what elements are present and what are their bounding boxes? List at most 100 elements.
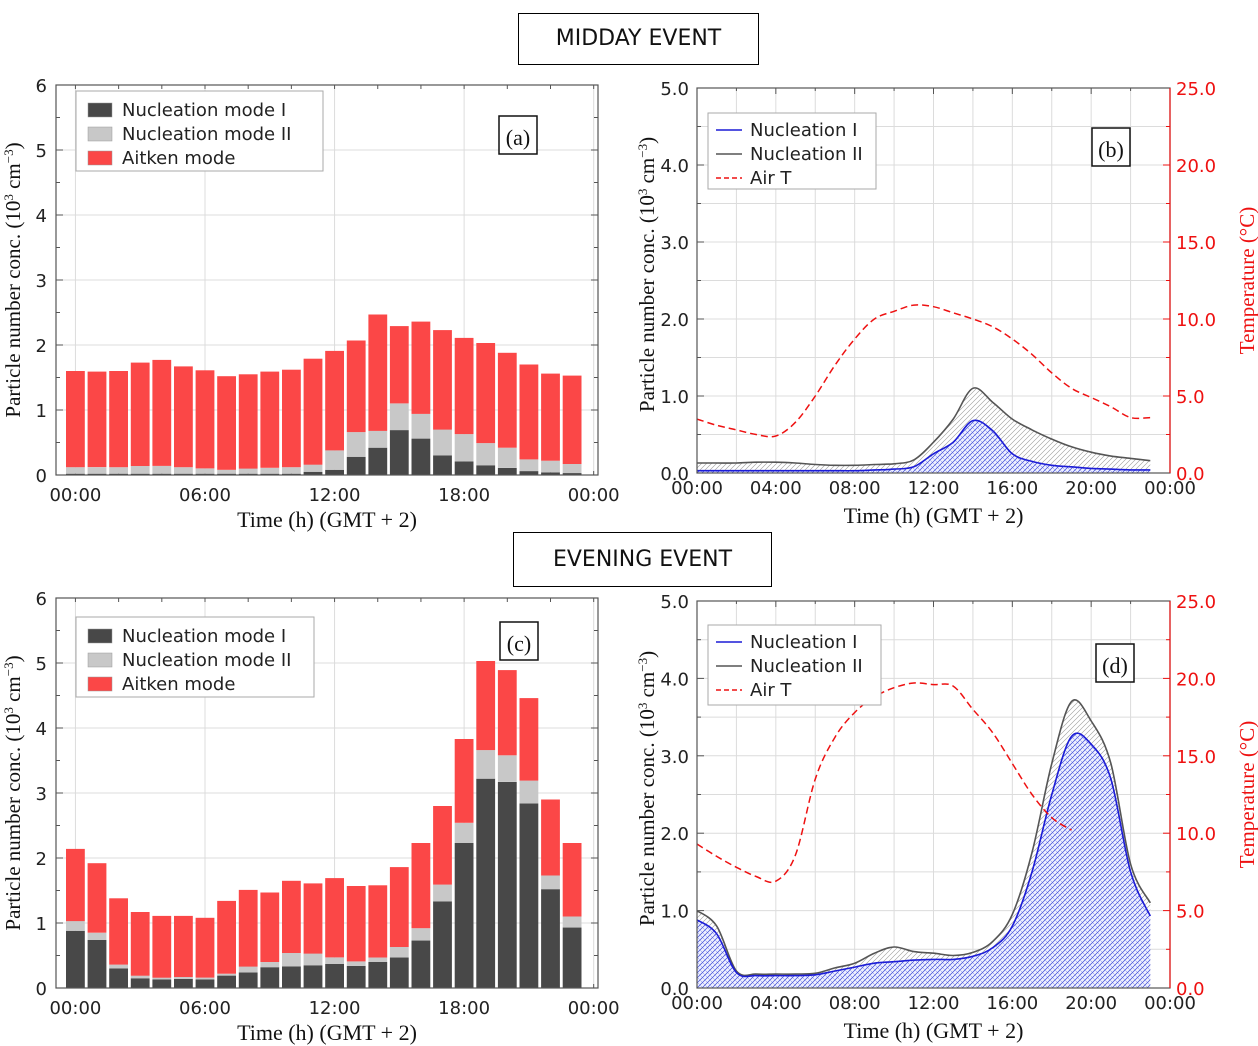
bar-nuc1 [497,782,517,988]
y-right-tick-label: 15.0 [1176,747,1216,768]
y-tick-label: 5.0 [660,79,689,100]
bar-nuc2 [562,916,582,928]
legend-swatch [87,150,113,166]
bar-nuc1 [282,966,301,988]
bar-nuc2 [66,467,85,474]
bar-nuc2 [282,952,301,967]
bar-nuc1 [389,430,409,475]
bar-nuc1 [87,473,107,475]
bar-aitken [66,848,85,922]
bar-aitken [368,885,388,958]
y-tick-label: 3 [36,784,47,805]
legend-swatch [87,652,113,668]
bar-nuc2 [519,780,539,804]
chart-panel-b: 0.0 1.0 2.0 3.0 4.0 5.0 0.0 5.0 10.0 15.0 20.0 25.0… [635,79,1258,528]
bar-aitken [541,373,560,461]
x-tick-label: 06:00 [179,485,231,506]
bar-aitken [541,799,560,876]
y-tick-label: 6 [36,589,47,610]
bar-aitken [152,359,172,466]
legend-label: Aitken mode [122,148,235,169]
x-axis-label: Time (h) (GMT + 2) [844,503,1024,528]
y-tick-label: 0 [36,466,47,487]
bar-nuc1 [541,889,560,988]
bar-aitken [476,343,496,444]
bar-nuc2 [303,953,323,966]
bar-aitken [282,880,301,953]
x-tick-label: 16:00 [986,993,1038,1014]
bar-nuc1 [411,438,431,475]
bar-nuc1 [519,803,539,988]
x-tick-label: 00:00 [1144,993,1196,1014]
bar-nuc2 [562,463,582,473]
legend-label: Aitken mode [122,674,235,695]
bar-nuc2 [217,973,236,976]
legend-box [707,624,882,706]
bar-aitken [195,917,215,978]
bar-nuc1 [562,473,582,475]
panel-label-box [1095,643,1135,683]
bar-nuc2 [109,964,128,969]
y-tick-label: 0 [36,979,47,1000]
y-tick-label: 2 [36,336,47,357]
x-tick-label: 00:00 [1144,478,1196,499]
legend-swatch [87,102,113,118]
x-tick-label: 00:00 [671,478,723,499]
y-tick-label: 3.0 [660,233,689,254]
y-tick-label: 1.0 [660,902,689,923]
y-right-tick-label: 25.0 [1176,592,1216,613]
bar-nuc2 [346,432,366,457]
x-axis-label: Time (h) (GMT + 2) [237,507,417,532]
bar-aitken [562,375,582,464]
legend-label: Nucleation II [750,656,863,677]
x-tick-label: 00:00 [671,993,723,1014]
bar-aitken [260,892,280,962]
y-right-tick-label: 5.0 [1176,902,1205,923]
air-temperature-line [696,304,1151,438]
bar-nuc1 [368,447,388,475]
bar-nuc2 [87,467,107,474]
y-right-tick-label: 0.0 [1176,979,1205,1000]
bar-aitken [433,806,452,885]
x-tick-label: 12:00 [309,998,361,1019]
bar-nuc1 [130,473,150,475]
bar-nuc1 [152,473,172,475]
bar-nuc2 [433,884,452,902]
y-tick-label: 1 [36,401,47,422]
bar-nuc1 [411,940,431,988]
bar-nuc2 [260,467,280,474]
chart-panel-a: 0 1 2 3 4 5 6 00:00 06:00 12:00 18:00 00:00 Time (h)… [1,76,620,532]
y-right-tick-label: 5.0 [1176,387,1205,408]
bar-nuc1 [195,979,215,988]
x-tick-label: 00:00 [568,485,620,506]
bar-nuc2 [130,465,150,474]
bar-nuc1 [389,957,409,988]
panel-label-box [499,621,539,661]
bar-nuc2 [519,459,539,472]
bar-nuc2 [411,928,431,941]
x-tick-label: 18:00 [438,998,490,1019]
bar-nuc2 [238,966,258,973]
bar-aitken [260,371,280,468]
bar-aitken [130,912,150,976]
y-right-tick-label: 10.0 [1176,824,1216,845]
bar-aitken [454,739,474,823]
bar-nuc2 [541,875,560,890]
legend-swatch [87,676,113,692]
legend-label: Nucleation II [750,144,863,165]
legend-label: Nucleation mode II [122,124,291,145]
x-axis-label: Time (h) (GMT + 2) [237,1020,417,1045]
x-tick-label: 06:00 [179,998,231,1019]
y-tick-label: 4 [36,719,47,740]
x-tick-label: 08:00 [829,478,881,499]
bar-aitken [497,352,517,448]
y-tick-label: 6 [36,76,47,97]
x-tick-label: 20:00 [1065,993,1117,1014]
bar-nuc2 [476,750,496,779]
y-axis-label: Particle number conc. (103 cm−3) [1,142,25,417]
y-right-tick-label: 0.0 [1176,464,1205,485]
bar-nuc2 [152,465,172,474]
bar-aitken [368,314,388,431]
nucleation-i-area [697,420,1151,473]
